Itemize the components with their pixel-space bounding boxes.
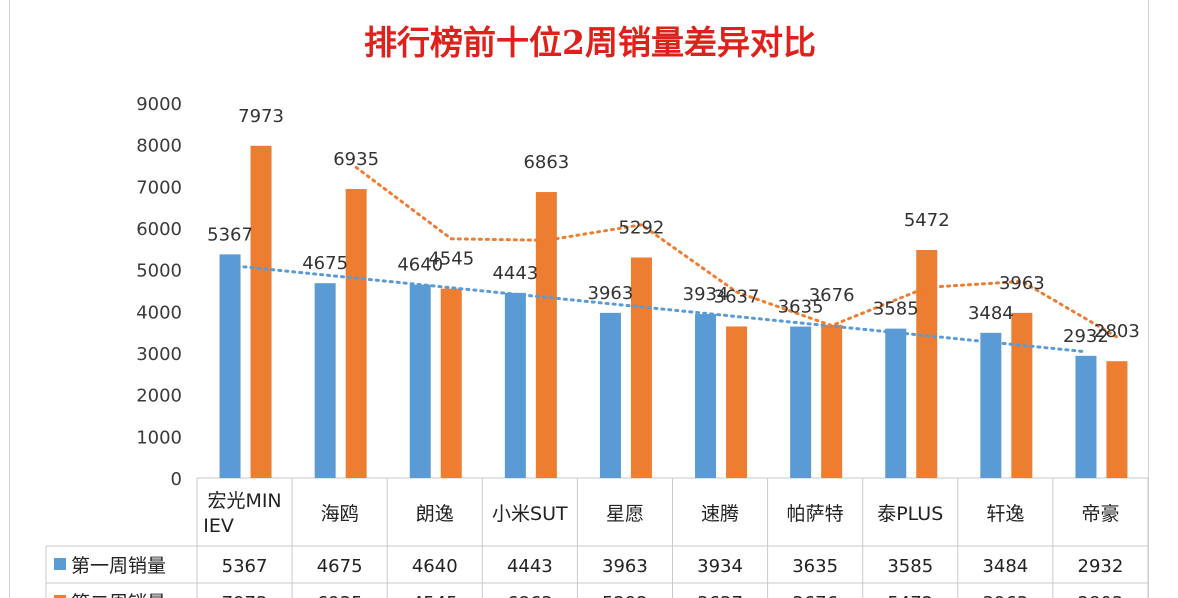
data-label-week1: 4443 — [492, 263, 538, 284]
bar-week2 — [440, 288, 462, 478]
bar-week2 — [535, 192, 557, 478]
y-tick-label: 6000 — [136, 219, 182, 240]
bar-week2 — [726, 326, 748, 478]
data-label-week2: 5292 — [619, 218, 665, 239]
category-label: 星愿 — [606, 503, 644, 525]
bar-week2 — [630, 257, 652, 478]
table-cell: 3963 — [982, 593, 1028, 598]
table-cell: 4443 — [507, 556, 553, 577]
table-cell: 4675 — [317, 556, 363, 577]
data-label-week2: 2803 — [1094, 321, 1140, 342]
category-label: 泰PLUS — [877, 503, 943, 525]
data-label-week2: 3676 — [809, 285, 855, 306]
category-label: IEV — [203, 515, 234, 537]
data-label-week1: 4640 — [397, 255, 443, 276]
y-tick-label: 8000 — [136, 136, 182, 157]
y-tick-label: 5000 — [136, 261, 182, 282]
table-cell: 5367 — [222, 556, 268, 577]
category-label: 小米SUT — [492, 503, 568, 525]
category-labels: 宏光MIN IEV 海鸥 朗逸 小米SUT 星愿 速腾 帕萨特 泰PLUS 轩逸 帝豪 — [203, 490, 1119, 537]
table-cell: 2932 — [1078, 556, 1124, 577]
category-label: 朗逸 — [416, 503, 454, 525]
legend-swatch — [54, 558, 66, 570]
table-cell: 2803 — [1078, 593, 1124, 598]
data-label-week2: 5472 — [904, 210, 950, 231]
y-tick-label: 0 — [171, 469, 182, 490]
chart-title: 排行榜前十位2周销量差异对比 — [364, 23, 816, 62]
bar-week1 — [1075, 355, 1097, 478]
table-cell: 3963 — [602, 556, 648, 577]
category-label: 宏光MIN — [207, 490, 281, 512]
table-cell: 6863 — [507, 593, 553, 598]
data-label-week2: 3963 — [999, 273, 1045, 294]
data-label-week1: 3585 — [873, 299, 919, 320]
y-tick-label: 3000 — [136, 344, 182, 365]
trendline-week1 — [228, 263, 1088, 354]
bar-week2 — [916, 250, 938, 478]
category-label: 帕萨特 — [787, 503, 844, 525]
data-label-week1: 4675 — [302, 253, 348, 274]
y-tick-label: 4000 — [136, 302, 182, 323]
data-table-grid — [45, 477, 1149, 598]
table-cell: 6935 — [317, 593, 363, 598]
frame-right-border — [1148, 0, 1149, 598]
table-row-label: 第二周销量 — [71, 592, 166, 598]
trendlines — [228, 165, 1119, 354]
table-cell: 3635 — [792, 556, 838, 577]
table-cell: 7973 — [222, 593, 268, 598]
table-cell: 5292 — [602, 593, 648, 598]
table-cell: 3934 — [697, 556, 743, 577]
bar-week1 — [599, 312, 621, 478]
data-label-week2: 6935 — [333, 149, 379, 170]
y-tick-label: 9000 — [136, 94, 182, 115]
bar-week2 — [1011, 312, 1033, 478]
bar-week2 — [250, 145, 272, 478]
bar-week1 — [695, 314, 717, 478]
category-label: 帝豪 — [1081, 503, 1119, 525]
data-label-week1: 3963 — [588, 283, 634, 304]
data-table-rows: 第一周销量 5367 4675 4640 4443 3963 3934 3635 3585 348… — [54, 555, 1123, 598]
table-cell: 3484 — [982, 556, 1028, 577]
table-cell: 4640 — [412, 556, 458, 577]
data-label-week1: 5367 — [207, 224, 253, 245]
bar-week1 — [790, 326, 812, 478]
bar-week2 — [821, 324, 843, 478]
bar-week1 — [314, 283, 336, 478]
data-label-week1: 3484 — [968, 303, 1014, 324]
bar-week1 — [219, 254, 241, 478]
frame-left-border — [9, 0, 10, 598]
bar-week1 — [409, 284, 431, 478]
bar-week1 — [980, 332, 1002, 478]
table-cell: 4545 — [412, 593, 458, 598]
table-cell: 3585 — [887, 556, 933, 577]
bar-week2 — [1106, 361, 1128, 478]
data-label-week1: 2932 — [1063, 326, 1109, 347]
bar-week2 — [345, 189, 367, 478]
bars — [219, 145, 1128, 478]
table-cell: 3676 — [792, 593, 838, 598]
y-tick-label: 1000 — [136, 427, 182, 448]
moving-average-week2 — [354, 165, 1119, 339]
bar-week1 — [885, 328, 907, 478]
data-label-week2: 4545 — [428, 249, 474, 270]
data-label-week1: 3635 — [778, 297, 824, 318]
category-label: 轩逸 — [986, 503, 1024, 525]
table-cell: 3637 — [697, 593, 743, 598]
data-label-week1: 3934 — [683, 284, 729, 305]
table-cell: 5472 — [887, 593, 933, 598]
category-label: 海鸥 — [321, 503, 359, 525]
data-label-week2: 3637 — [714, 286, 760, 307]
y-tick-label: 2000 — [136, 386, 182, 407]
table-row-label: 第一周销量 — [71, 555, 166, 577]
legend-swatch — [54, 595, 66, 598]
data-label-week2: 6863 — [523, 152, 569, 173]
data-label-week2: 7973 — [238, 106, 284, 127]
y-tick-label: 7000 — [136, 177, 182, 198]
category-label: 速腾 — [701, 503, 739, 525]
y-axis: 0 1000 2000 3000 4000 5000 6000 7000 8000 9000 — [136, 94, 182, 490]
bar-week1 — [504, 292, 526, 478]
